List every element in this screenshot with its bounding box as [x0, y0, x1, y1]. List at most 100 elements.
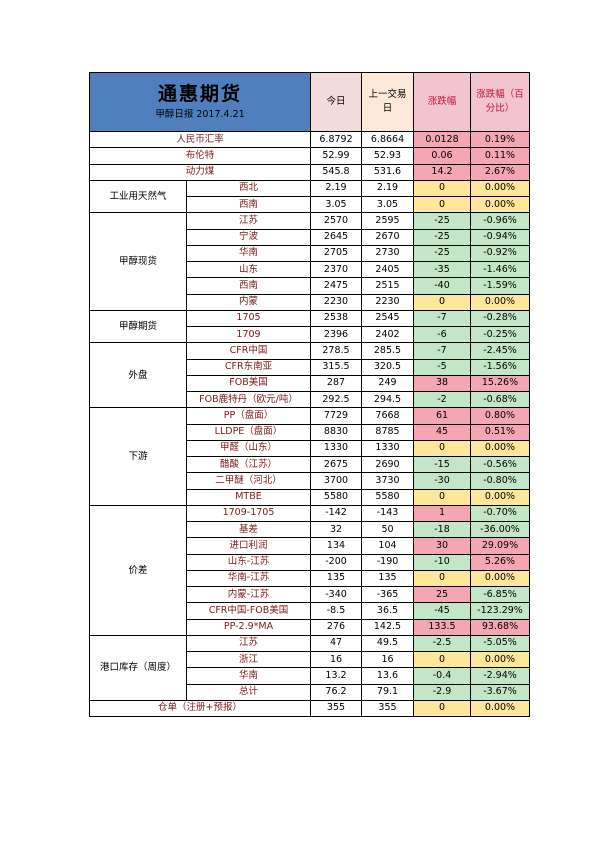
row-label: 山东: [186, 260, 311, 279]
prev-value: 7668: [361, 407, 414, 425]
brand-cell: 通惠期货 甲醇日报 2017.4.21: [89, 72, 311, 132]
pct-value: 0.00%: [470, 179, 530, 198]
pct-value: 0.00%: [470, 569, 530, 588]
today-value: 2570: [310, 212, 362, 230]
row-label: 1709: [186, 325, 311, 344]
pct-value: -2.94%: [470, 667, 530, 685]
prev-value: -190: [361, 553, 414, 571]
prev-value: 3.05: [361, 195, 414, 214]
table-row: 内蒙-江苏 -340 -365 25 -6.85%: [90, 585, 530, 604]
row-label: LLDPE（盘面）: [186, 423, 311, 441]
row-label: 内蒙-江苏: [186, 585, 311, 604]
group-label: 港口库存（周度）: [89, 634, 187, 701]
today-value: -8.5: [310, 602, 362, 620]
row-label: 西南: [186, 277, 311, 295]
change-value: -25: [413, 228, 471, 246]
prev-value: 285.5: [361, 342, 414, 360]
pct-value: 0.00%: [470, 195, 530, 214]
row-label: CFR中国-FOB美国: [186, 602, 311, 620]
table-row: LLDPE（盘面） 8830 8785 45 0.51%: [90, 423, 530, 441]
prev-value: 1330: [361, 439, 414, 458]
change-value: 0: [413, 569, 471, 588]
pct-value: 0.00%: [470, 293, 530, 311]
today-value: 2675: [310, 455, 362, 474]
pct-value: -36.00%: [470, 520, 530, 539]
row-label: 华南-江苏: [186, 569, 311, 588]
change-value: -25: [413, 244, 471, 263]
row-label: 华南: [186, 244, 311, 263]
prev-value: -365: [361, 585, 414, 604]
row-label: 人民币汇率: [89, 130, 311, 149]
today-value: -142: [310, 504, 362, 523]
prev-value: 3730: [361, 472, 414, 490]
change-value: 0: [413, 179, 471, 198]
prev-value: 2545: [361, 309, 414, 328]
today-value: 278.5: [310, 342, 362, 360]
pct-value: 29.09%: [470, 537, 530, 555]
change-value: -6: [413, 325, 471, 344]
change-value: -30: [413, 472, 471, 490]
row-label: 西北: [186, 179, 311, 198]
pct-value: -0.92%: [470, 244, 530, 263]
row-label: 江苏: [186, 212, 311, 230]
prev-value: 2515: [361, 277, 414, 295]
table-row: 总计 76.2 79.1 -2.9 -3.67%: [90, 683, 530, 701]
pct-value: -0.25%: [470, 325, 530, 344]
row-label: 山东-江苏: [186, 553, 311, 571]
row-label: 江苏: [186, 634, 311, 653]
row-label: 华南: [186, 667, 311, 685]
pct-value: -0.80%: [470, 472, 530, 490]
change-value: 0: [413, 699, 471, 718]
methanol-daily-sheet: 通惠期货 甲醇日报 2017.4.21 今日 上一交易日 涨跌幅 涨跌幅（百分比…: [89, 72, 530, 718]
report-date: 甲醇日报 2017.4.21: [155, 109, 245, 120]
change-value: -7: [413, 309, 471, 328]
row-label: CFR中国: [186, 342, 311, 360]
change-value: -15: [413, 455, 471, 474]
prev-value: 294.5: [361, 390, 414, 409]
change-value: -2.5: [413, 634, 471, 653]
change-value: 25: [413, 585, 471, 604]
row-label: PP-2.9*MA: [186, 618, 311, 636]
change-value: -40: [413, 277, 471, 295]
pct-value: 0.19%: [470, 130, 530, 149]
today-value: 6.8792: [310, 130, 362, 149]
prev-value: 531.6: [361, 163, 414, 181]
table-row: 价差 1709-1705 -142 -143 1 -0.70%: [89, 504, 530, 636]
change-value: -25: [413, 212, 471, 230]
today-value: 355: [310, 699, 362, 718]
row-label: PP（盘面）: [186, 407, 311, 425]
table-row: 外盘 CFR中国 278.5 285.5 -7 -2.45%: [89, 342, 530, 409]
table-row: 布伦特 52.99 52.93 0.06 0.11%: [89, 147, 530, 165]
methanol-price-table: 通惠期货 甲醇日报 2017.4.21 今日 上一交易日 涨跌幅 涨跌幅（百分比…: [89, 72, 530, 718]
prev-value: 2230: [361, 293, 414, 311]
row-label: 西南: [186, 195, 311, 214]
pct-value: -1.56%: [470, 358, 530, 376]
pct-value: -2.45%: [470, 342, 530, 360]
today-value: 545.8: [310, 163, 362, 181]
pct-value: -1.46%: [470, 260, 530, 279]
table-row: 甲醇期货 1705 2538 2545 -7 -0.28%: [89, 309, 530, 344]
prev-value: 49.5: [361, 634, 414, 653]
pct-value: 0.00%: [470, 439, 530, 458]
table-row: PP-2.9*MA 276 142.5 133.5 93.68%: [90, 618, 530, 636]
prev-value: 13.6: [361, 667, 414, 685]
today-value: 2538: [310, 309, 362, 328]
pct-value: -6.85%: [470, 585, 530, 604]
table-row: 下游 PP（盘面） 7729 7668 61 0.80%: [89, 407, 530, 506]
change-value: 14.2: [413, 163, 471, 181]
pct-value: 0.00%: [470, 488, 530, 506]
pct-value: -0.96%: [470, 212, 530, 230]
table-row: 基差 32 50 -18 -36.00%: [90, 520, 530, 539]
change-value: 30: [413, 537, 471, 555]
pct-value: 0.00%: [470, 699, 530, 718]
change-value: -0.4: [413, 667, 471, 685]
table-row: 工业用天然气 西北 2.19 2.19 0 0.00%: [89, 179, 530, 214]
today-value: -200: [310, 553, 362, 571]
today-value: 8830: [310, 423, 362, 441]
row-label: 二甲醚（河北）: [186, 472, 311, 490]
row-label: 1705: [186, 309, 311, 328]
pct-value: -0.70%: [470, 504, 530, 523]
today-value: 135: [310, 569, 362, 588]
column-header-today: 今日: [310, 72, 362, 132]
prev-value: 2730: [361, 244, 414, 263]
